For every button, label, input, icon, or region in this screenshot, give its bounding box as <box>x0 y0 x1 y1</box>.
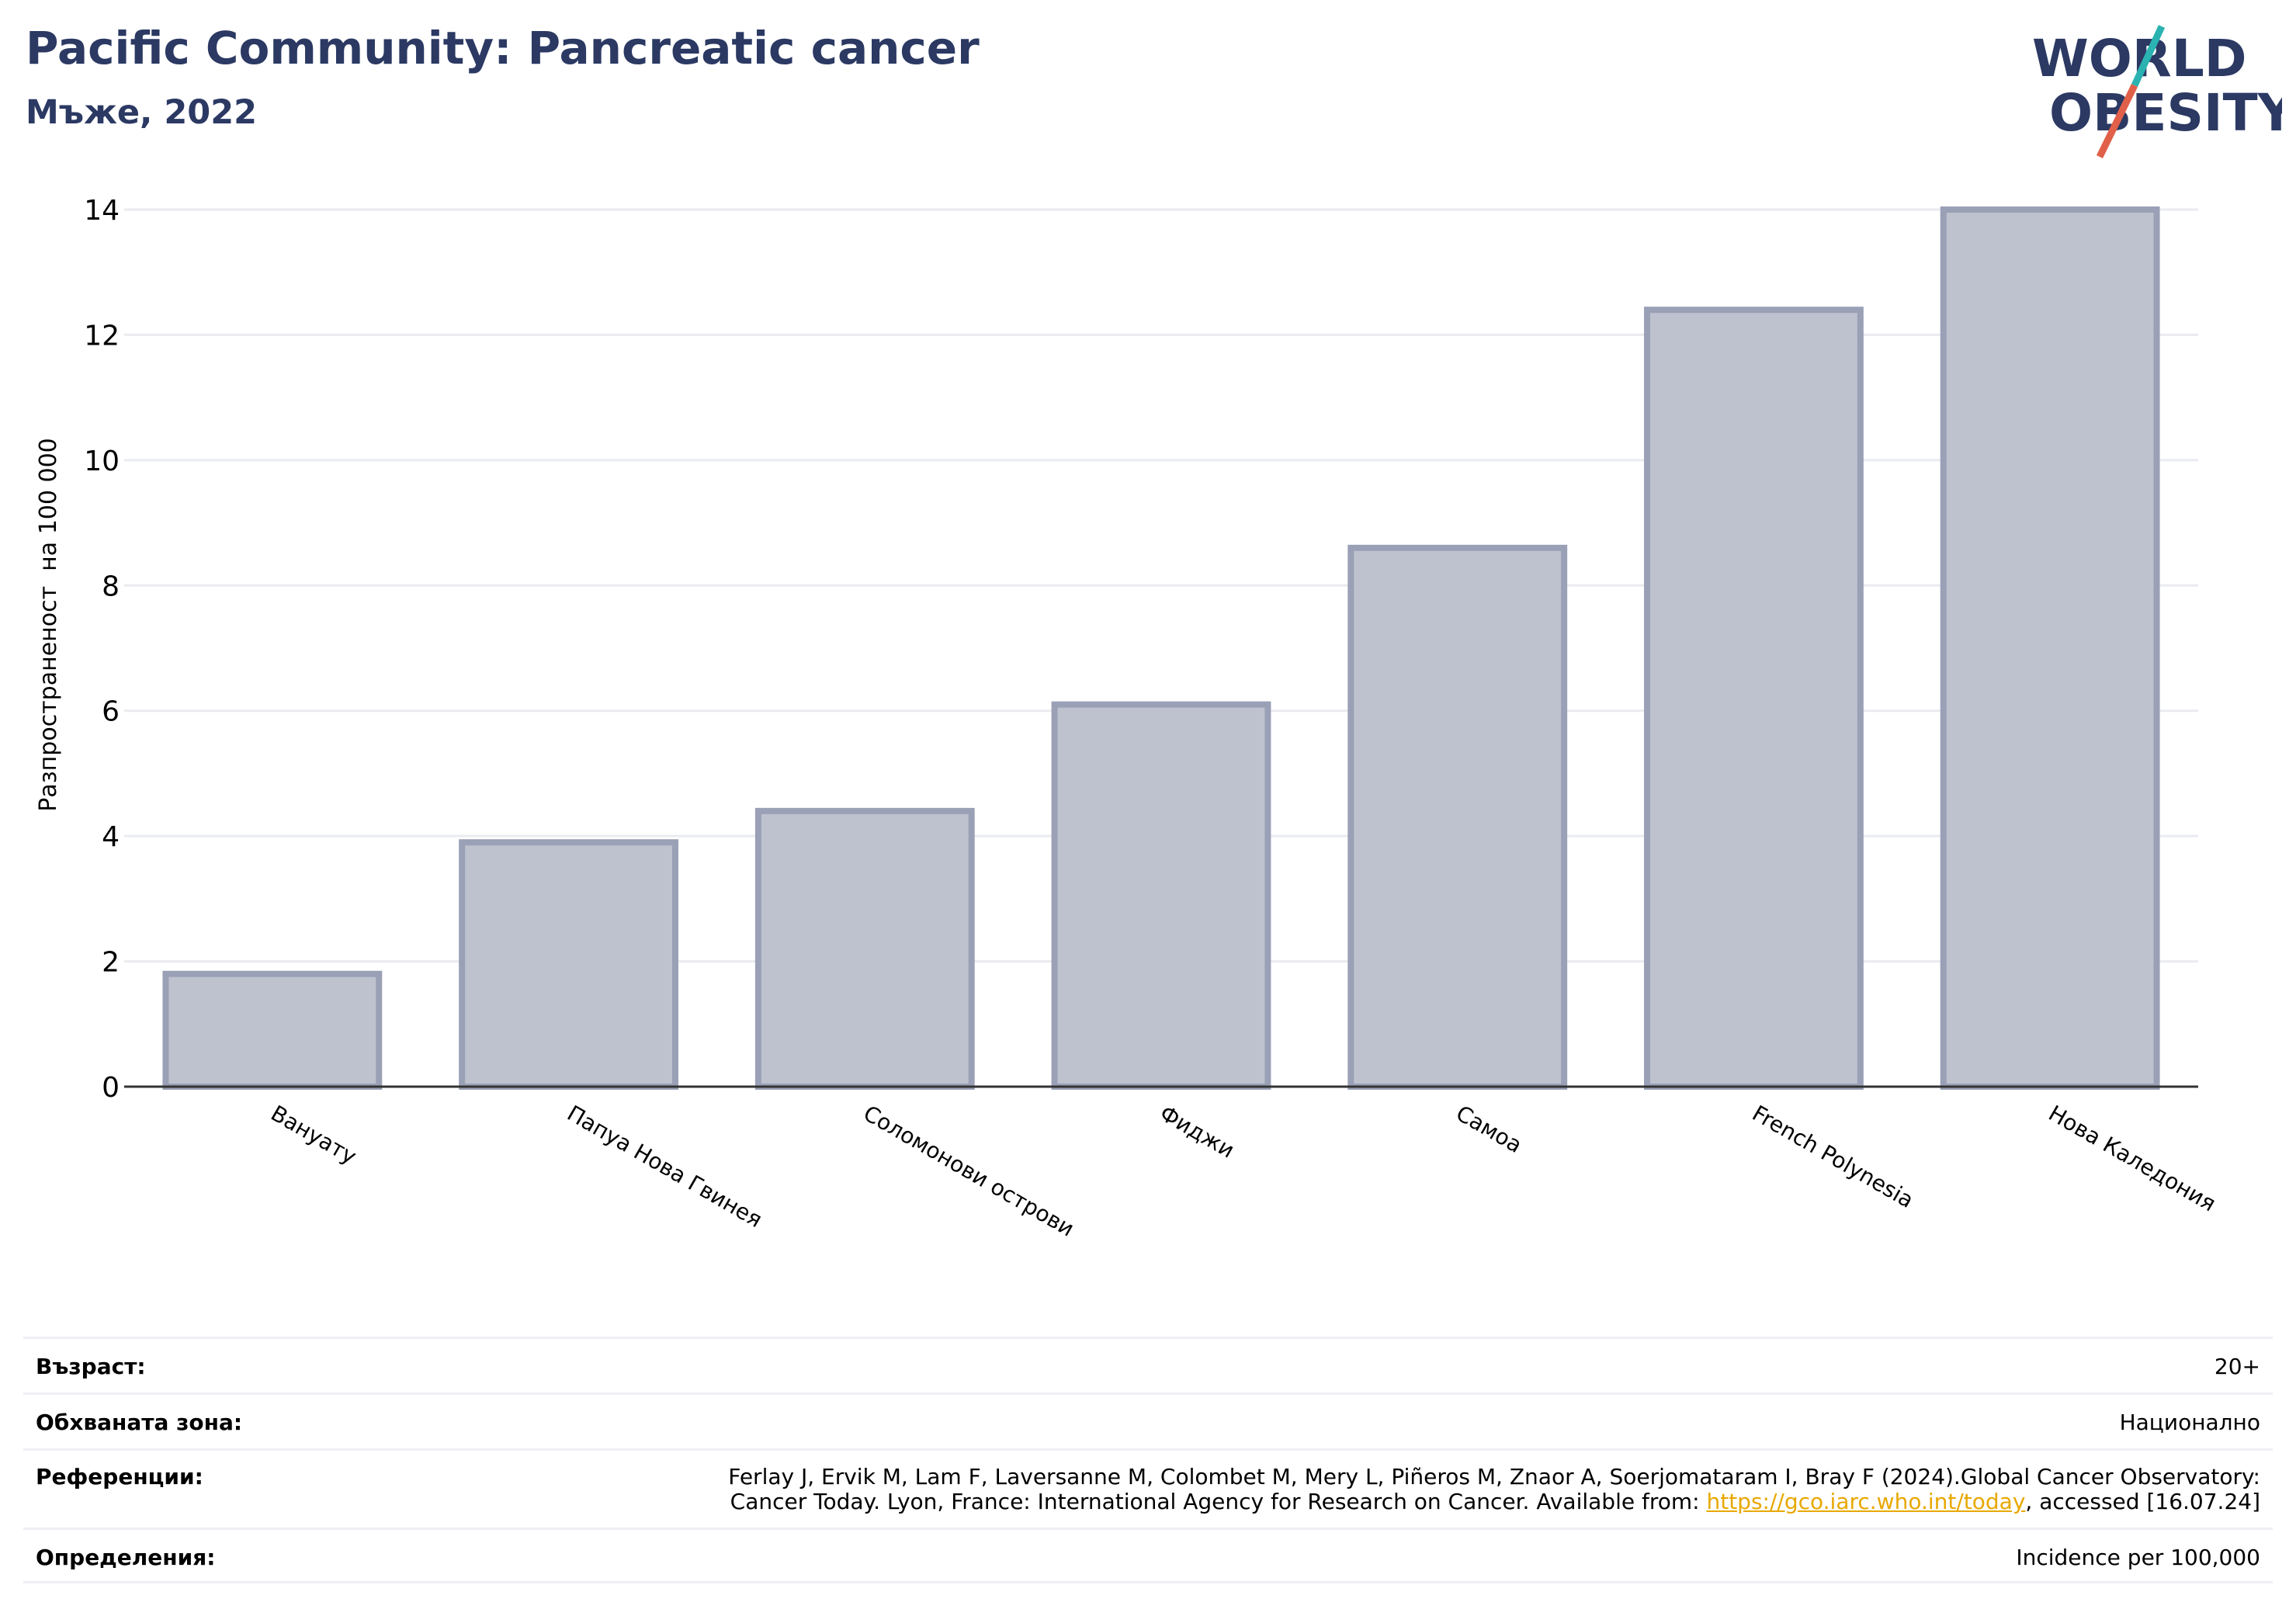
meta-row-definitions: Определения: Incidence per 100,000 <box>23 1528 2273 1583</box>
y-tick-label: 14 <box>84 195 120 227</box>
meta-row-age: Възраст: 20+ <box>23 1337 2273 1392</box>
x-tick-label: Нова Каледония <box>2045 1100 2221 1216</box>
y-tick-label: 2 <box>102 947 120 979</box>
y-tick-label: 8 <box>102 570 120 602</box>
x-tick-label: Папуа Нова Гвинея <box>563 1100 766 1233</box>
references-accessed: , accessed [16.07.24] <box>2025 1489 2260 1514</box>
meta-row-coverage: Обхваната зона: Национално <box>23 1392 2273 1448</box>
y-tick-label: 4 <box>102 821 120 853</box>
meta-references-label: Референции: <box>36 1464 203 1489</box>
logo-word-2: OBESITY <box>2049 83 2282 143</box>
bar <box>1347 544 1568 1090</box>
world-obesity-logo: WORLD OBESITY <box>2032 25 2282 158</box>
meta-definitions-value: Incidence per 100,000 <box>2016 1545 2260 1570</box>
y-tick-label: 6 <box>102 696 120 728</box>
y-axis-label: Разпространеност на 100 000 <box>35 438 62 812</box>
x-tick-label: Фиджи <box>1156 1100 1240 1163</box>
logo-slash-red <box>2096 84 2138 158</box>
references-line-1: Ferlay J, Ervik M, Lam F, Laversanne M, … <box>728 1464 2260 1489</box>
x-tick-label: Вануату <box>266 1100 361 1169</box>
bar-chart: 0 2 4 6 8 10 12 14 Вануату Папуа Нова Гвинея Солом… <box>35 195 2221 1242</box>
meta-coverage-label: Обхваната зона: <box>36 1410 243 1435</box>
chart-title: Pacific Community: Pancreatic cancer <box>26 22 980 75</box>
meta-coverage-value: Национално <box>2119 1410 2260 1435</box>
meta-age-label: Възраст: <box>36 1354 146 1379</box>
references-text: Cancer Today. Lyon, France: Internationa… <box>730 1489 1707 1514</box>
bar <box>754 807 975 1091</box>
bar <box>1644 307 1864 1090</box>
meta-references-value: Ferlay J, Ervik M, Lam F, Laversanne M, … <box>36 1465 2260 1514</box>
bar <box>459 839 678 1090</box>
x-tick-label: Самоа <box>1451 1100 1526 1158</box>
references-link[interactable]: https://gco.iarc.who.int/today <box>1706 1489 2026 1514</box>
y-tick-label: 0 <box>102 1072 120 1104</box>
meta-age-value: 20+ <box>2214 1354 2260 1379</box>
bar <box>1051 701 1271 1091</box>
logo-slash-teal <box>2131 25 2166 87</box>
bar <box>162 970 383 1090</box>
metadata-table: Възраст: 20+ Обхваната зона: Национално … <box>23 1337 2273 1583</box>
x-tick-label: French Polynesia <box>1748 1100 1918 1213</box>
x-tick-label: Соломонови острови <box>859 1100 1079 1241</box>
y-tick-label: 12 <box>84 320 120 352</box>
chart-subtitle: Мъже, 2022 <box>26 93 258 132</box>
bar <box>1940 206 2160 1090</box>
references-line-2: Cancer Today. Lyon, France: Internationa… <box>36 1489 2260 1514</box>
y-tick-label: 10 <box>84 446 120 477</box>
meta-definitions-label: Определения: <box>36 1545 216 1570</box>
meta-row-references: Референции: Ferlay J, Ervik M, Lam F, La… <box>23 1448 2273 1528</box>
